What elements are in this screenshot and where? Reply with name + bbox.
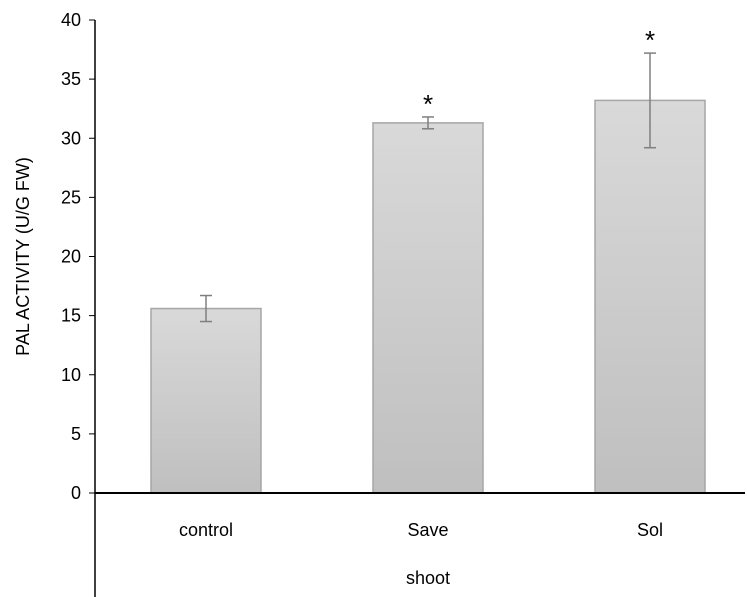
error-bar	[644, 52, 656, 149]
y-tick-label: 35	[61, 69, 81, 89]
y-tick-label: 30	[61, 128, 81, 148]
significance-marker: *	[423, 89, 433, 119]
bar-save	[372, 122, 484, 494]
error-bar	[200, 294, 212, 323]
y-tick-label: 5	[71, 424, 81, 444]
y-tick-label: 0	[71, 483, 81, 503]
y-tick-label: 25	[61, 187, 81, 207]
x-tick-label: Sol	[637, 520, 663, 540]
x-tick-label: Save	[407, 520, 448, 540]
plot-area: 0 5 10 15 20 25 30 35 40 control * Save * Sol	[61, 10, 706, 540]
y-tick-label: 40	[61, 10, 81, 30]
significance-marker: *	[645, 25, 655, 55]
y-tick-label: 10	[61, 365, 81, 385]
x-tick-label: control	[179, 520, 233, 540]
y-tick-label: 20	[61, 247, 81, 267]
y-tick-label: 15	[61, 306, 81, 326]
error-bar	[422, 116, 434, 130]
y-axis-title: PAL ACTIVITY (U/G FW)	[13, 157, 33, 356]
bar-sol	[594, 99, 706, 494]
bar-control	[150, 307, 262, 494]
x-axis-title: shoot	[406, 568, 450, 588]
